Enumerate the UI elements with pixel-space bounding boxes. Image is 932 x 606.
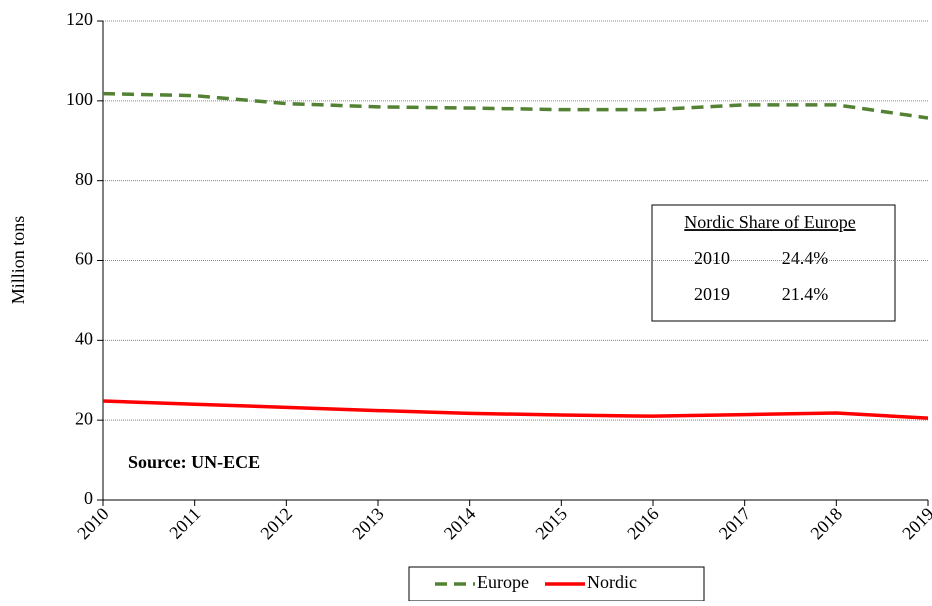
y-tick-label: 60 bbox=[75, 249, 93, 269]
share-box bbox=[651, 204, 896, 322]
x-tick-label: 2010 bbox=[73, 504, 113, 544]
legend-label: Nordic bbox=[587, 572, 637, 592]
x-tick-label: 2013 bbox=[348, 504, 388, 544]
share-value: 21.4% bbox=[782, 284, 829, 304]
y-tick-label: 20 bbox=[75, 408, 93, 428]
x-tick-label: 2018 bbox=[806, 504, 846, 544]
x-tick-label: 2015 bbox=[531, 504, 571, 544]
share-year: 2010 bbox=[694, 248, 730, 268]
source-note: Source: UN-ECE bbox=[128, 452, 260, 472]
series-line bbox=[102, 399, 929, 420]
y-tick-label: 120 bbox=[66, 9, 93, 29]
x-tick-label: 2017 bbox=[715, 504, 755, 544]
legend-label: Europe bbox=[477, 572, 529, 592]
y-tick-label: 100 bbox=[66, 89, 93, 109]
y-axis-label: Million tons bbox=[8, 216, 28, 305]
share-value: 24.4% bbox=[782, 248, 829, 268]
x-tick-label: 2014 bbox=[440, 504, 480, 544]
share-title: Nordic Share of Europe bbox=[684, 212, 855, 232]
y-tick-label: 0 bbox=[84, 488, 93, 508]
y-tick-label: 80 bbox=[75, 169, 93, 189]
x-tick-label: 2016 bbox=[623, 504, 663, 544]
y-tick-label: 40 bbox=[75, 328, 93, 348]
series-line bbox=[102, 91, 929, 120]
x-tick-label: 2012 bbox=[256, 504, 296, 544]
share-year: 2019 bbox=[694, 284, 730, 304]
x-tick-label: 2019 bbox=[898, 504, 932, 544]
x-tick-label: 2011 bbox=[165, 504, 204, 543]
